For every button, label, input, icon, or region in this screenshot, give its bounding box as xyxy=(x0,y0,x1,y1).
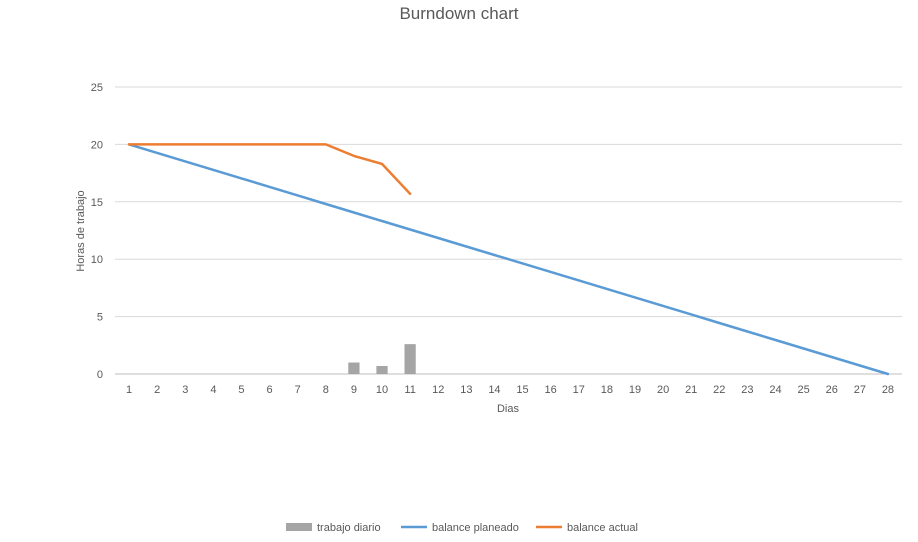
x-tick-label: 19 xyxy=(629,384,641,396)
x-tick-label: 23 xyxy=(741,384,753,396)
x-tick-label: 3 xyxy=(182,384,188,396)
legend-label-trabajo-diario: trabajo diario xyxy=(317,522,381,534)
x-tick-label: 2 xyxy=(154,384,160,396)
x-tick-label: 21 xyxy=(685,384,697,396)
chart-title: Burndown chart xyxy=(399,4,519,23)
x-tick-label: 7 xyxy=(295,384,301,396)
x-tick-label: 20 xyxy=(657,384,669,396)
x-tick-label: 25 xyxy=(798,384,810,396)
y-tick-label: 15 xyxy=(91,197,103,209)
bar-trabajo-diario xyxy=(376,365,388,374)
legend-label-balance-planeado: balance planeado xyxy=(432,522,519,534)
x-tick-labels: 1 2 3 4 5 6 7 8 9 10 11 12 13 14 15 16 17 18 19 20 21 22 23 24 2… xyxy=(126,384,894,396)
x-tick-label: 9 xyxy=(351,384,357,396)
x-tick-label: 24 xyxy=(769,384,781,396)
x-tick-label: 15 xyxy=(516,384,528,396)
legend: trabajo diario balance planeado balance ac… xyxy=(286,522,638,534)
x-tick-label: 8 xyxy=(323,384,329,396)
y-tick-labels: 0 5 10 15 20 25 xyxy=(91,82,103,381)
x-tick-label: 27 xyxy=(854,384,866,396)
x-tick-label: 18 xyxy=(601,384,613,396)
bar-trabajo-diario xyxy=(404,344,416,374)
x-tick-label: 11 xyxy=(404,384,415,396)
x-tick-label: 4 xyxy=(210,384,216,396)
x-axis-label: Dias xyxy=(497,403,520,415)
x-tick-label: 22 xyxy=(713,384,725,396)
bar-series xyxy=(348,344,416,374)
x-tick-label: 26 xyxy=(826,384,838,396)
y-tick-label: 5 xyxy=(97,312,103,324)
x-tick-label: 5 xyxy=(238,384,244,396)
x-tick-label: 6 xyxy=(267,384,273,396)
line-series xyxy=(127,143,890,376)
y-tick-label: 20 xyxy=(91,139,103,151)
y-axis-label: Horas de trabajo xyxy=(75,190,87,271)
x-tick-label: 28 xyxy=(882,384,894,396)
legend-label-balance-actual: balance actual xyxy=(567,522,638,534)
gridlines xyxy=(115,86,902,375)
x-tick-label: 10 xyxy=(376,384,388,396)
line-balance-actual xyxy=(127,143,412,196)
x-tick-label: 17 xyxy=(573,384,585,396)
line-balance-planeado xyxy=(127,143,890,376)
x-tick-label: 14 xyxy=(488,384,500,396)
y-tick-label: 10 xyxy=(91,254,103,266)
legend-swatch-trabajo-diario xyxy=(286,523,312,531)
x-tick-label: 1 xyxy=(126,384,132,396)
y-tick-label: 25 xyxy=(91,82,103,94)
bar-trabajo-diario xyxy=(348,362,360,374)
x-tick-label: 12 xyxy=(432,384,444,396)
x-tick-label: 13 xyxy=(460,384,472,396)
y-tick-label: 0 xyxy=(97,369,103,381)
x-tick-label: 16 xyxy=(545,384,557,396)
